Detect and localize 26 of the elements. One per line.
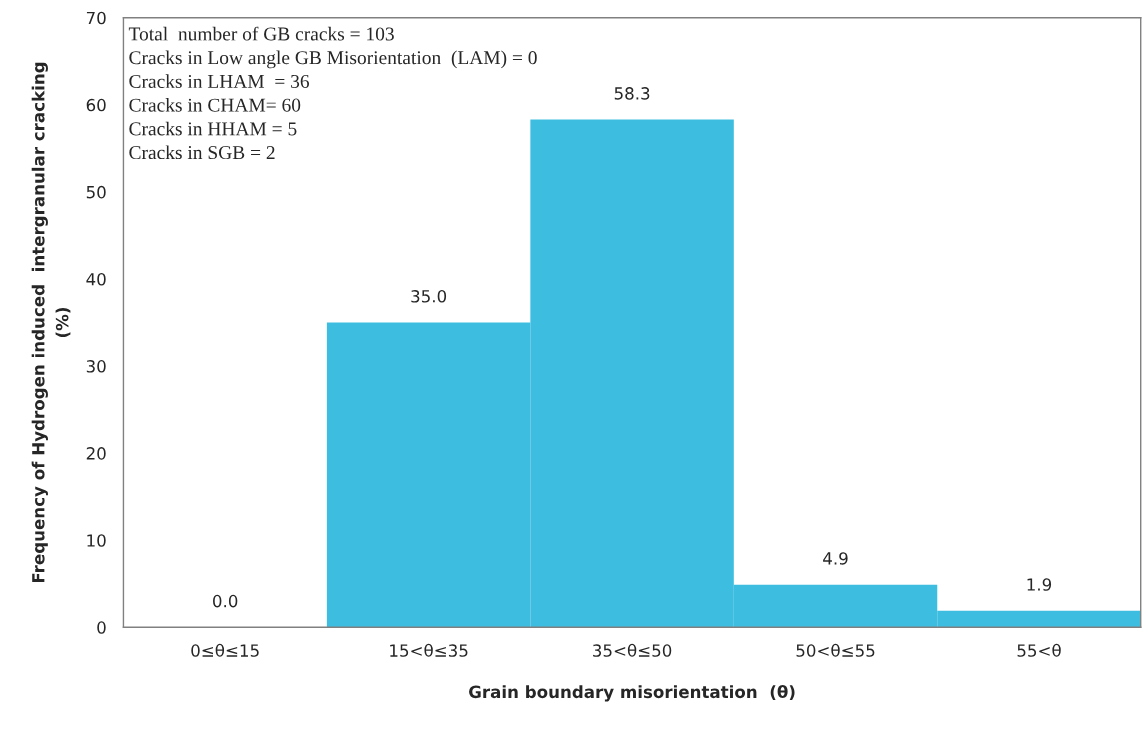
y-tick-label: 60 (86, 98, 106, 112)
annotation: Cracks in HHAM = 5 (129, 121, 297, 136)
y-tick-label: 50 (86, 185, 106, 199)
y-tick-label: 40 (86, 272, 106, 286)
y-tick-label: 70 (86, 11, 106, 25)
data-label: 35.0 (411, 290, 447, 303)
x-tick-label: 0≤θ≤15 (191, 643, 259, 657)
annotation: Cracks in SGB = 2 (129, 145, 275, 160)
annotation: Cracks in LHAM = 36 (129, 74, 310, 89)
x-tick-label: 35<θ≤50 (593, 643, 672, 657)
y-tick-label: 30 (86, 360, 106, 373)
y-tick-label: 10 (87, 534, 106, 547)
y-tick-label: 0 (97, 621, 106, 634)
data-label: 1.9 (1027, 578, 1052, 591)
annotation: Total number of GB cracks = 103 (128, 26, 394, 41)
x-tick-label: 50<θ≤55 (796, 643, 875, 657)
y-axis-title: Frequency of Hydrogen induced intergranular cracking (%) (31, 62, 71, 583)
y-tick-label: 20 (86, 447, 106, 460)
annotation: Cracks in Low angle GB Misorientation (LAM) = 0 (129, 50, 537, 69)
data-label: 58.3 (614, 87, 650, 100)
x-tick-label: 55<θ (1017, 643, 1061, 657)
data-label: 4.9 (823, 552, 848, 565)
x-tick-label: 15<θ≤35 (390, 643, 468, 657)
x-axis-title: Grain boundary misorientation (θ) (469, 685, 795, 702)
data-label: 0.0 (213, 594, 238, 608)
annotation: Cracks in CHAM= 60 (129, 98, 301, 112)
